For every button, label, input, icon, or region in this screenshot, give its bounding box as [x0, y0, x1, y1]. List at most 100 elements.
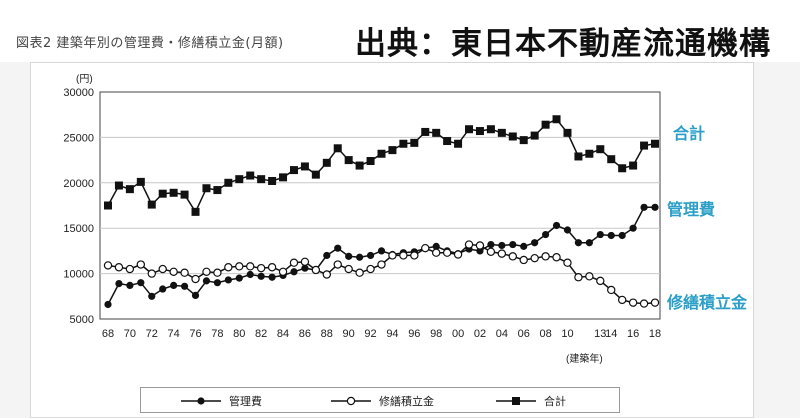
data-point — [377, 247, 386, 255]
data-point — [530, 131, 539, 140]
legend-marker — [346, 396, 356, 406]
x-tick-label: 02 — [474, 328, 486, 340]
x-tick-label: 72 — [146, 328, 158, 340]
data-point — [651, 139, 659, 148]
data-point — [563, 258, 572, 267]
data-point — [508, 132, 517, 141]
data-point — [136, 177, 145, 186]
x-tick-label: 96 — [408, 328, 420, 340]
data-point — [246, 262, 255, 271]
data-point — [366, 157, 375, 166]
data-point — [607, 231, 615, 240]
data-point — [410, 138, 419, 147]
data-point — [137, 279, 145, 287]
x-tick-label: 14 — [605, 328, 617, 340]
data-point — [486, 125, 495, 134]
data-point — [235, 262, 244, 271]
x-tick-label: 80 — [233, 328, 245, 340]
data-point — [169, 267, 178, 276]
x-tick-label: 06 — [518, 328, 530, 340]
x-tick-label: 18 — [649, 328, 661, 340]
data-point — [344, 264, 353, 274]
data-point — [224, 276, 232, 284]
source-title: 出典：東日本不動産流通機構 — [355, 26, 771, 62]
x-tick-label: 94 — [386, 328, 398, 340]
data-point — [607, 155, 616, 164]
data-point — [519, 136, 528, 145]
data-point — [639, 299, 649, 308]
data-point — [191, 291, 200, 299]
data-point — [442, 248, 452, 257]
data-point — [628, 298, 638, 307]
data-point — [574, 239, 583, 247]
y-tick-label: 10000 — [63, 269, 94, 281]
data-point — [453, 250, 463, 259]
data-point — [520, 242, 528, 250]
data-point — [640, 141, 649, 150]
data-point — [104, 300, 112, 309]
data-point — [300, 257, 310, 266]
data-point — [235, 274, 243, 282]
data-point — [257, 272, 265, 280]
x-axis-label: (建築年) — [566, 352, 603, 365]
data-point — [180, 190, 189, 199]
data-point — [617, 295, 627, 305]
x-tick-label: 70 — [124, 328, 136, 340]
data-point — [497, 249, 507, 258]
data-point — [345, 252, 353, 260]
data-point — [290, 268, 298, 276]
data-point — [552, 115, 561, 124]
data-point — [541, 120, 550, 129]
data-point — [629, 161, 638, 170]
data-point — [377, 260, 386, 269]
data-point — [563, 128, 572, 137]
data-point — [246, 171, 255, 180]
data-point — [607, 285, 616, 295]
data-point — [410, 251, 419, 260]
side-label-management: 管理費 — [667, 200, 715, 219]
data-point — [136, 260, 146, 269]
legend-items: 管理費 修繕積立金 合計 — [181, 394, 566, 408]
x-tick-label: 76 — [189, 328, 201, 340]
data-point — [574, 152, 583, 161]
legend-label: 修繕積立金 — [379, 394, 434, 408]
data-point — [126, 281, 134, 290]
data-point — [443, 137, 452, 146]
data-point — [235, 175, 244, 184]
data-point — [650, 298, 660, 307]
data-point — [191, 207, 200, 216]
data-point — [344, 156, 353, 165]
data-point — [289, 166, 298, 175]
data-point — [552, 253, 561, 262]
data-point — [596, 230, 604, 239]
data-point — [388, 146, 397, 155]
data-point — [531, 239, 539, 247]
data-point — [552, 221, 561, 230]
side-label-total: 合計 — [673, 124, 705, 143]
x-tick-label: 90 — [343, 328, 355, 340]
data-point — [366, 264, 375, 274]
data-point — [399, 251, 408, 260]
data-point — [509, 240, 517, 249]
data-point — [585, 272, 594, 281]
x-tick-label: 10 — [561, 328, 573, 340]
y-axis: 5000 10000 15000 20000 25000 30000 — [63, 87, 94, 326]
data-point — [125, 264, 135, 274]
data-point — [629, 224, 637, 232]
data-point — [498, 241, 506, 250]
data-point — [104, 201, 112, 210]
data-point — [541, 252, 550, 261]
data-point — [497, 128, 506, 137]
data-point — [257, 175, 266, 184]
data-point — [311, 170, 320, 179]
data-point — [542, 230, 550, 239]
data-point — [202, 277, 211, 285]
data-point — [464, 240, 474, 249]
data-point — [377, 149, 386, 158]
data-point — [289, 258, 299, 267]
data-point — [169, 188, 178, 197]
data-point — [301, 264, 309, 272]
data-point — [421, 127, 430, 136]
data-point — [202, 267, 211, 276]
data-point — [224, 178, 233, 187]
